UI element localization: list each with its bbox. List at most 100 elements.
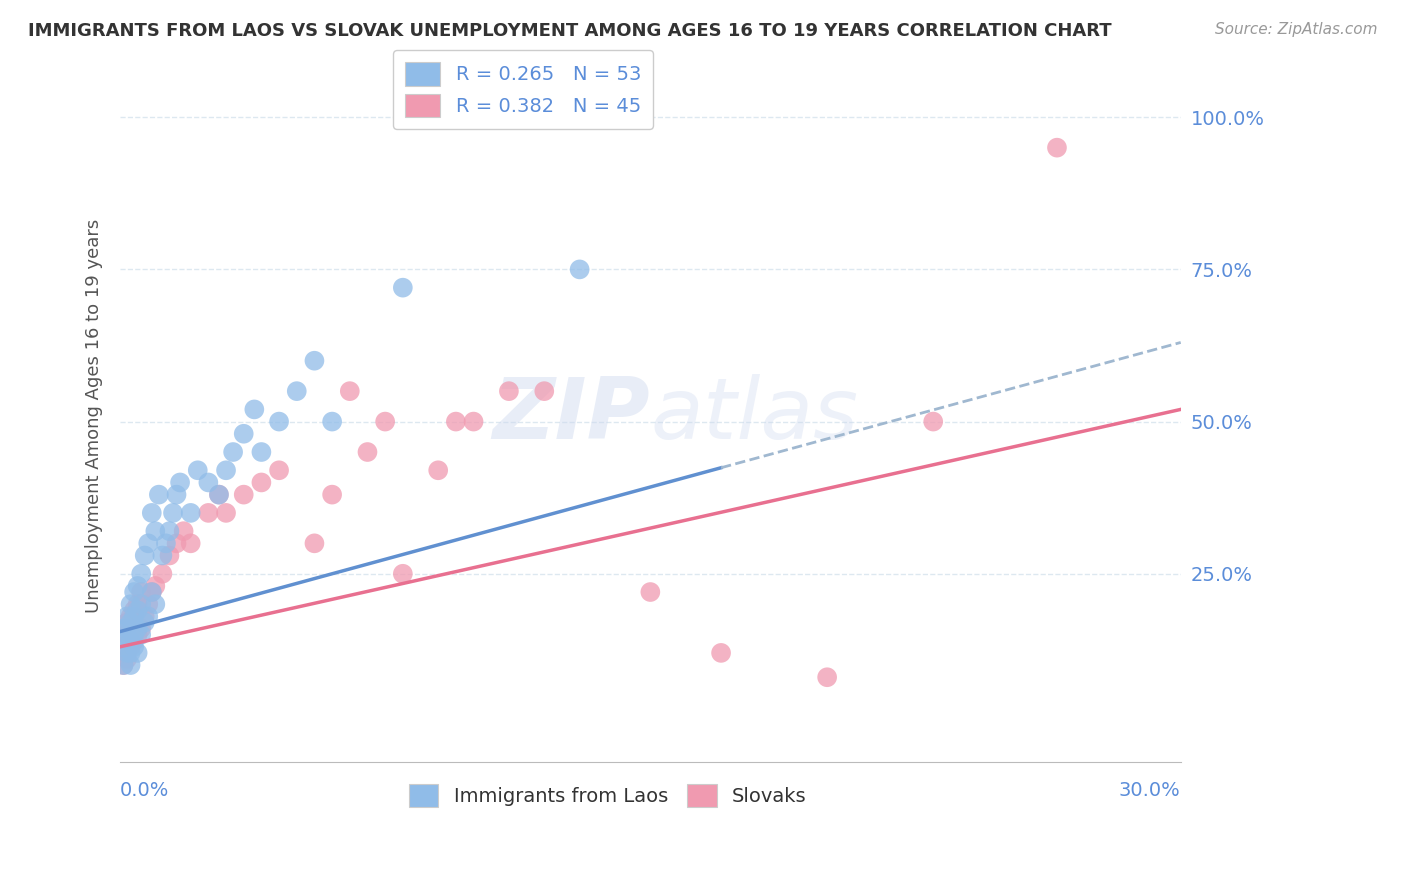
Point bbox=[115, 633, 138, 648]
Point bbox=[115, 615, 138, 630]
Point bbox=[640, 585, 662, 599]
Point bbox=[444, 415, 467, 429]
Point bbox=[141, 585, 163, 599]
Point bbox=[710, 646, 733, 660]
Point bbox=[122, 585, 145, 599]
Point bbox=[304, 353, 326, 368]
Point bbox=[115, 609, 138, 624]
Point bbox=[120, 615, 142, 630]
Point bbox=[173, 524, 195, 538]
Point bbox=[208, 488, 231, 502]
Point bbox=[115, 622, 138, 636]
Point bbox=[180, 506, 202, 520]
Point bbox=[127, 597, 149, 611]
Point bbox=[129, 597, 152, 611]
Point bbox=[321, 488, 343, 502]
Point bbox=[166, 536, 188, 550]
Point bbox=[127, 646, 149, 660]
Point bbox=[197, 506, 219, 520]
Point bbox=[136, 597, 159, 611]
Point bbox=[122, 627, 145, 641]
Point bbox=[243, 402, 266, 417]
Point bbox=[120, 640, 142, 654]
Legend: Immigrants from Laos, Slovaks: Immigrants from Laos, Slovaks bbox=[401, 776, 814, 815]
Point bbox=[155, 536, 177, 550]
Point bbox=[143, 579, 166, 593]
Y-axis label: Unemployment Among Ages 16 to 19 years: Unemployment Among Ages 16 to 19 years bbox=[86, 219, 103, 613]
Point bbox=[180, 536, 202, 550]
Point bbox=[152, 549, 174, 563]
Point bbox=[222, 445, 245, 459]
Point bbox=[115, 646, 138, 660]
Point bbox=[127, 603, 149, 617]
Point bbox=[112, 640, 135, 654]
Point bbox=[134, 549, 156, 563]
Point bbox=[122, 640, 145, 654]
Point bbox=[166, 488, 188, 502]
Point bbox=[148, 488, 170, 502]
Point bbox=[122, 609, 145, 624]
Point bbox=[134, 615, 156, 630]
Point bbox=[129, 627, 152, 641]
Point bbox=[134, 609, 156, 624]
Text: IMMIGRANTS FROM LAOS VS SLOVAK UNEMPLOYMENT AMONG AGES 16 TO 19 YEARS CORRELATIO: IMMIGRANTS FROM LAOS VS SLOVAK UNEMPLOYM… bbox=[28, 22, 1112, 40]
Point bbox=[339, 384, 361, 399]
Point bbox=[162, 506, 184, 520]
Point bbox=[392, 566, 415, 581]
Point bbox=[143, 597, 166, 611]
Point bbox=[267, 463, 290, 477]
Point bbox=[141, 506, 163, 520]
Point bbox=[120, 646, 142, 660]
Point bbox=[120, 597, 142, 611]
Point bbox=[267, 415, 290, 429]
Point bbox=[304, 536, 326, 550]
Point bbox=[427, 463, 450, 477]
Point bbox=[122, 603, 145, 617]
Point bbox=[129, 622, 152, 636]
Point bbox=[197, 475, 219, 490]
Text: 30.0%: 30.0% bbox=[1119, 780, 1181, 800]
Point bbox=[115, 652, 138, 666]
Text: atlas: atlas bbox=[651, 374, 858, 457]
Point bbox=[112, 658, 135, 673]
Point bbox=[129, 585, 152, 599]
Point bbox=[112, 640, 135, 654]
Point bbox=[120, 609, 142, 624]
Point bbox=[815, 670, 838, 684]
Point bbox=[127, 627, 149, 641]
Point bbox=[356, 445, 378, 459]
Point bbox=[1046, 141, 1069, 155]
Point bbox=[112, 658, 135, 673]
Point bbox=[392, 280, 415, 294]
Point bbox=[120, 633, 142, 648]
Point bbox=[498, 384, 520, 399]
Point bbox=[143, 524, 166, 538]
Point bbox=[463, 415, 485, 429]
Point bbox=[208, 488, 231, 502]
Point bbox=[533, 384, 555, 399]
Text: 0.0%: 0.0% bbox=[120, 780, 169, 800]
Point bbox=[215, 463, 238, 477]
Point bbox=[136, 609, 159, 624]
Point bbox=[922, 415, 945, 429]
Point bbox=[232, 426, 254, 441]
Point bbox=[215, 506, 238, 520]
Point bbox=[120, 622, 142, 636]
Point bbox=[120, 658, 142, 673]
Point bbox=[127, 622, 149, 636]
Point bbox=[285, 384, 308, 399]
Point bbox=[187, 463, 209, 477]
Point bbox=[250, 445, 273, 459]
Point bbox=[129, 566, 152, 581]
Text: ZIP: ZIP bbox=[492, 374, 651, 457]
Point bbox=[112, 622, 135, 636]
Point bbox=[159, 549, 181, 563]
Point bbox=[152, 566, 174, 581]
Point bbox=[115, 627, 138, 641]
Point bbox=[159, 524, 181, 538]
Point bbox=[169, 475, 191, 490]
Point bbox=[250, 475, 273, 490]
Point bbox=[136, 536, 159, 550]
Text: Source: ZipAtlas.com: Source: ZipAtlas.com bbox=[1215, 22, 1378, 37]
Point bbox=[568, 262, 591, 277]
